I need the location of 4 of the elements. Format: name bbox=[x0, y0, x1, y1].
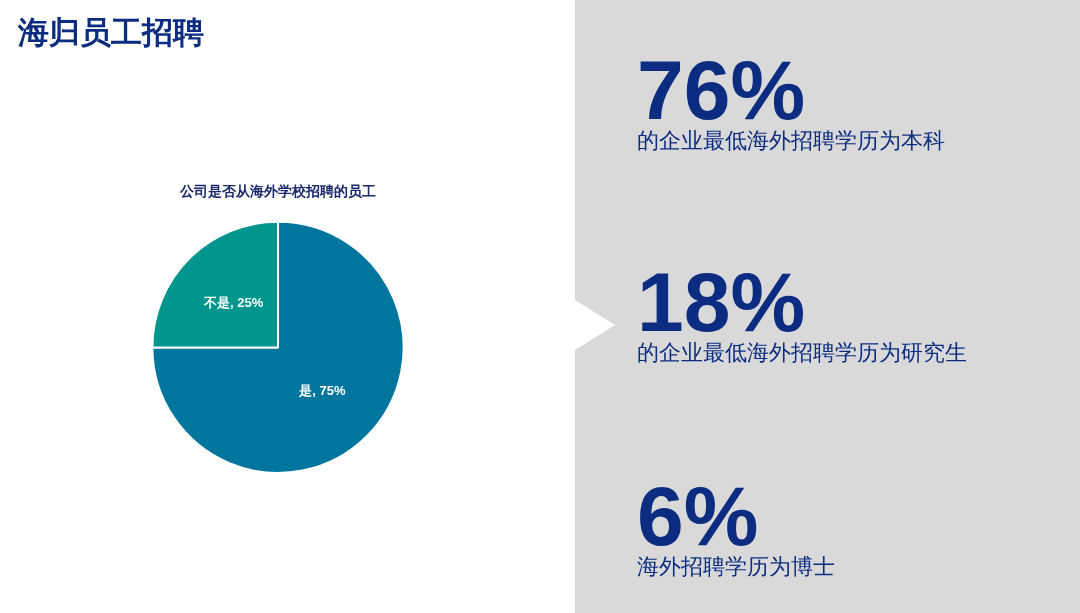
chart-subtitle: 公司是否从海外学校招聘的员工 bbox=[179, 183, 376, 200]
chart-title: 海归员工招聘 bbox=[18, 14, 204, 52]
slice-label: 是, 75% bbox=[298, 383, 346, 399]
slice-label: 不是, 25% bbox=[202, 294, 264, 310]
